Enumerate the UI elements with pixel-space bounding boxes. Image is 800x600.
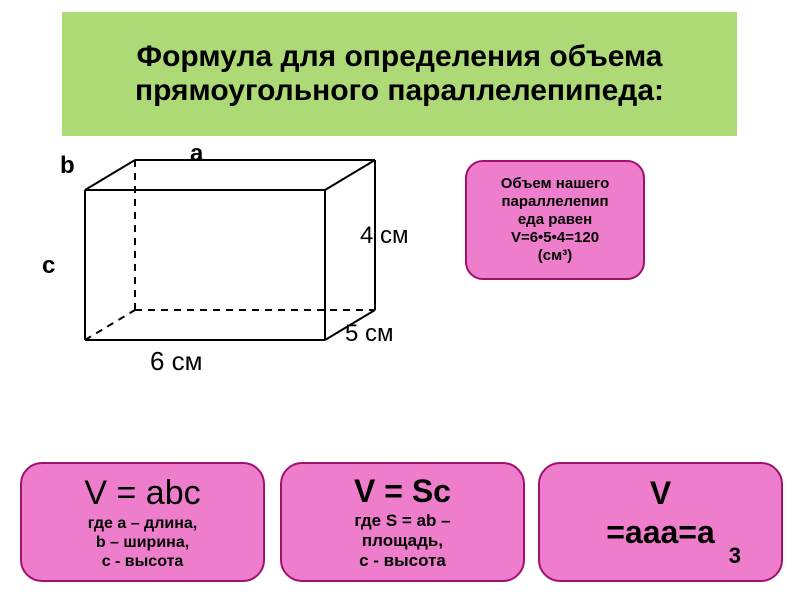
card-sub: где S = ab – (354, 511, 450, 531)
formula-card-a3: V =aaa=a 3 (538, 462, 783, 582)
label-a: a (190, 140, 203, 168)
dim-width: 6 см (150, 346, 203, 377)
card-main: V (650, 474, 671, 512)
dim-depth: 5 см (345, 320, 394, 348)
volume-bubble: Объем нашего параллелепип еда равен V=6•… (465, 160, 645, 280)
label-c: c (42, 252, 55, 280)
dim-height: 4 см (360, 222, 409, 250)
bubble-line: параллелепип (501, 193, 608, 211)
card-main: V = Sc (354, 472, 451, 510)
formula-card-sc: V = Sc где S = ab – площадь, с - высота (280, 462, 525, 582)
card-sub: с - высота (359, 551, 446, 571)
bubble-line: Объем нашего (501, 175, 610, 193)
bubble-line: V=6•5•4=120 (511, 229, 599, 247)
card-sub: где а – длина, (88, 514, 197, 533)
formula-card-abc: V = abc где а – длина, b – ширина, с - в… (20, 462, 265, 582)
card-main: V = abc (84, 473, 200, 514)
bubble-line: еда равен (518, 211, 592, 229)
card-main: =aaa=a (606, 513, 715, 551)
cuboid-svg (55, 150, 395, 350)
card-sub: с - высота (102, 552, 184, 571)
card-sub: b – ширина, (96, 533, 189, 552)
page-title: Формула для определения объема прямоугол… (62, 40, 737, 109)
label-b: b (60, 152, 75, 180)
parallelepiped-diagram (55, 150, 395, 350)
card-sub: 3 (729, 543, 741, 569)
title-banner: Формула для определения объема прямоугол… (62, 12, 737, 136)
bubble-line: (см³) (538, 247, 572, 265)
card-sub: площадь, (362, 531, 443, 551)
